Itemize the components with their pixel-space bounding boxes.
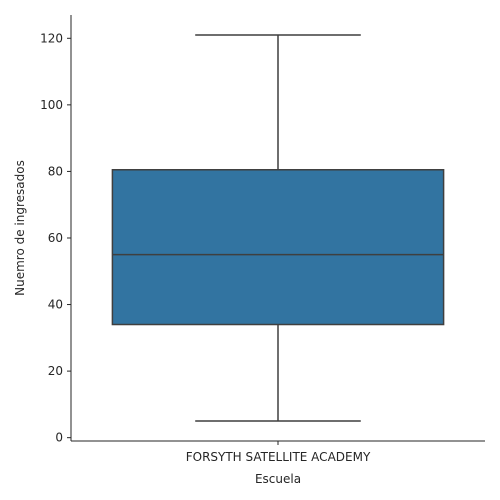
y-tick-label: 100 bbox=[40, 98, 63, 112]
plot-area bbox=[111, 34, 445, 422]
y-tick-label: 80 bbox=[48, 164, 63, 178]
y-axis: 0 20 40 60 80 100 120 bbox=[40, 15, 72, 445]
box-iqr bbox=[111, 169, 445, 326]
y-tick-label: 40 bbox=[48, 298, 63, 312]
y-tick-label: 60 bbox=[48, 231, 63, 245]
x-axis-title: Escuela bbox=[255, 472, 301, 486]
x-tick-label: FORSYTH SATELLITE ACADEMY bbox=[186, 450, 371, 464]
y-tick-label: 0 bbox=[55, 431, 63, 445]
y-tick-label: 120 bbox=[40, 31, 63, 45]
y-axis-title: Nuemro de ingresados bbox=[13, 160, 27, 296]
y-tick-label: 20 bbox=[48, 364, 63, 378]
x-axis: FORSYTH SATELLITE ACADEMY bbox=[71, 440, 485, 464]
